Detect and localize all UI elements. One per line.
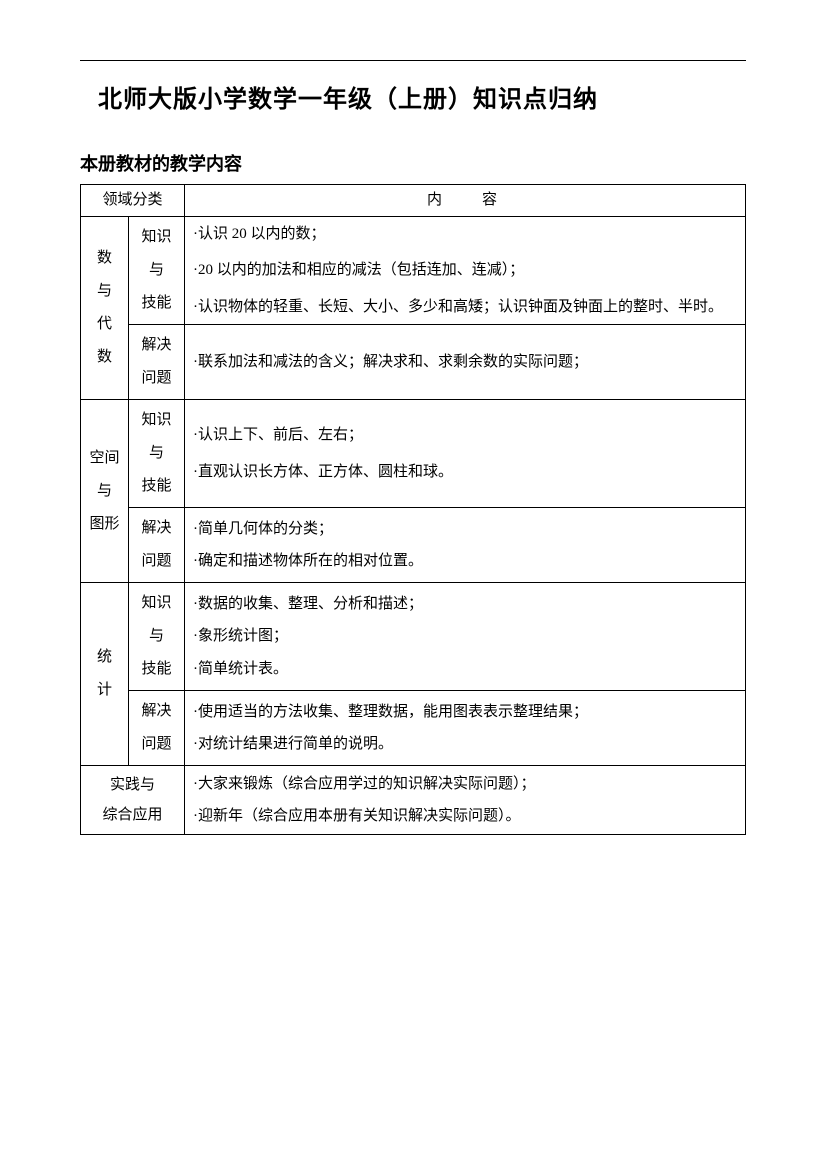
table-row: 解决 问题 ·联系加法和减法的含义；解决求和、求剩余数的实际问题； (81, 325, 746, 400)
header-content: 内容 (185, 185, 746, 217)
table-row: 解决 问题 ·使用适当的方法收集、整理数据，能用图表表示整理结果； ·对统计结果… (81, 691, 746, 766)
sub-cell: 解决 问题 (129, 325, 185, 400)
sub-cell: 知识 与 技能 (129, 400, 185, 508)
table-row: 空间 与 图形 知识 与 技能 ·认识上下、前后、左右； ·直观认识长方体、正方… (81, 400, 746, 508)
document-page: 北师大版小学数学一年级（上册）知识点归纳 本册教材的教学内容 领域分类 内容 数… (0, 0, 826, 835)
table-row: 数 与 代 数 知识 与 技能 ·认识 20 以内的数； ·20 以内的加法和相… (81, 216, 746, 325)
content-line: ·大家来锻炼（综合应用学过的知识解决实际问题）； (193, 773, 737, 796)
content-line: ·联系加法和减法的含义；解决求和、求剩余数的实际问题； (193, 351, 737, 374)
content-line: ·简单统计表。 (193, 658, 737, 681)
content-table: 领域分类 内容 数 与 代 数 知识 与 技能 ·认识 2 (80, 184, 746, 835)
content-cell: ·联系加法和减法的含义；解决求和、求剩余数的实际问题； (185, 325, 746, 400)
header-domain: 领域分类 (81, 185, 185, 217)
page-title: 北师大版小学数学一年级（上册）知识点归纳 (98, 79, 746, 114)
domain-cell: 数 与 代 数 (81, 216, 129, 400)
table-row: 解决 问题 ·简单几何体的分类； ·确定和描述物体所在的相对位置。 (81, 508, 746, 583)
domain-cell: 统 计 (81, 583, 129, 766)
top-rule (80, 60, 746, 61)
sub-cell: 解决 问题 (129, 508, 185, 583)
content-line: ·确定和描述物体所在的相对位置。 (193, 550, 737, 573)
table-row: 统 计 知识 与 技能 ·数据的收集、整理、分析和描述； ·象形统计图； ·简单… (81, 583, 746, 691)
content-cell: ·简单几何体的分类； ·确定和描述物体所在的相对位置。 (185, 508, 746, 583)
domain-cell: 空间 与 图形 (81, 400, 129, 583)
content-line: ·认识物体的轻重、长短、大小、多少和高矮；认识钟面及钟面上的整时、半时。 (193, 296, 737, 319)
content-line: ·对统计结果进行简单的说明。 (193, 733, 737, 756)
content-cell: ·认识上下、前后、左右； ·直观认识长方体、正方体、圆柱和球。 (185, 400, 746, 508)
content-cell: ·大家来锻炼（综合应用学过的知识解决实际问题）； ·迎新年（综合应用本册有关知识… (185, 766, 746, 835)
content-line: ·认识上下、前后、左右； (193, 424, 737, 447)
domain-cell: 实践与 综合应用 (81, 766, 185, 835)
content-cell: ·数据的收集、整理、分析和描述； ·象形统计图； ·简单统计表。 (185, 583, 746, 691)
content-line: ·数据的收集、整理、分析和描述； (193, 593, 737, 616)
content-line: ·迎新年（综合应用本册有关知识解决实际问题）。 (193, 805, 737, 828)
content-line: ·直观认识长方体、正方体、圆柱和球。 (193, 461, 737, 484)
section-subtitle: 本册教材的教学内容 (80, 150, 746, 176)
table-header-row: 领域分类 内容 (81, 185, 746, 217)
sub-cell: 解决 问题 (129, 691, 185, 766)
sub-cell: 知识 与 技能 (129, 583, 185, 691)
content-line: ·认识 20 以内的数； (193, 223, 737, 246)
content-cell: ·认识 20 以内的数； ·20 以内的加法和相应的减法（包括连加、连减）； ·… (185, 216, 746, 325)
table-row: 实践与 综合应用 ·大家来锻炼（综合应用学过的知识解决实际问题）； ·迎新年（综… (81, 766, 746, 835)
content-cell: ·使用适当的方法收集、整理数据，能用图表表示整理结果； ·对统计结果进行简单的说… (185, 691, 746, 766)
content-line: ·使用适当的方法收集、整理数据，能用图表表示整理结果； (193, 701, 737, 724)
content-line: ·20 以内的加法和相应的减法（包括连加、连减）； (193, 259, 737, 282)
sub-cell: 知识 与 技能 (129, 216, 185, 325)
content-line: ·简单几何体的分类； (193, 518, 737, 541)
content-line: ·象形统计图； (193, 625, 737, 648)
